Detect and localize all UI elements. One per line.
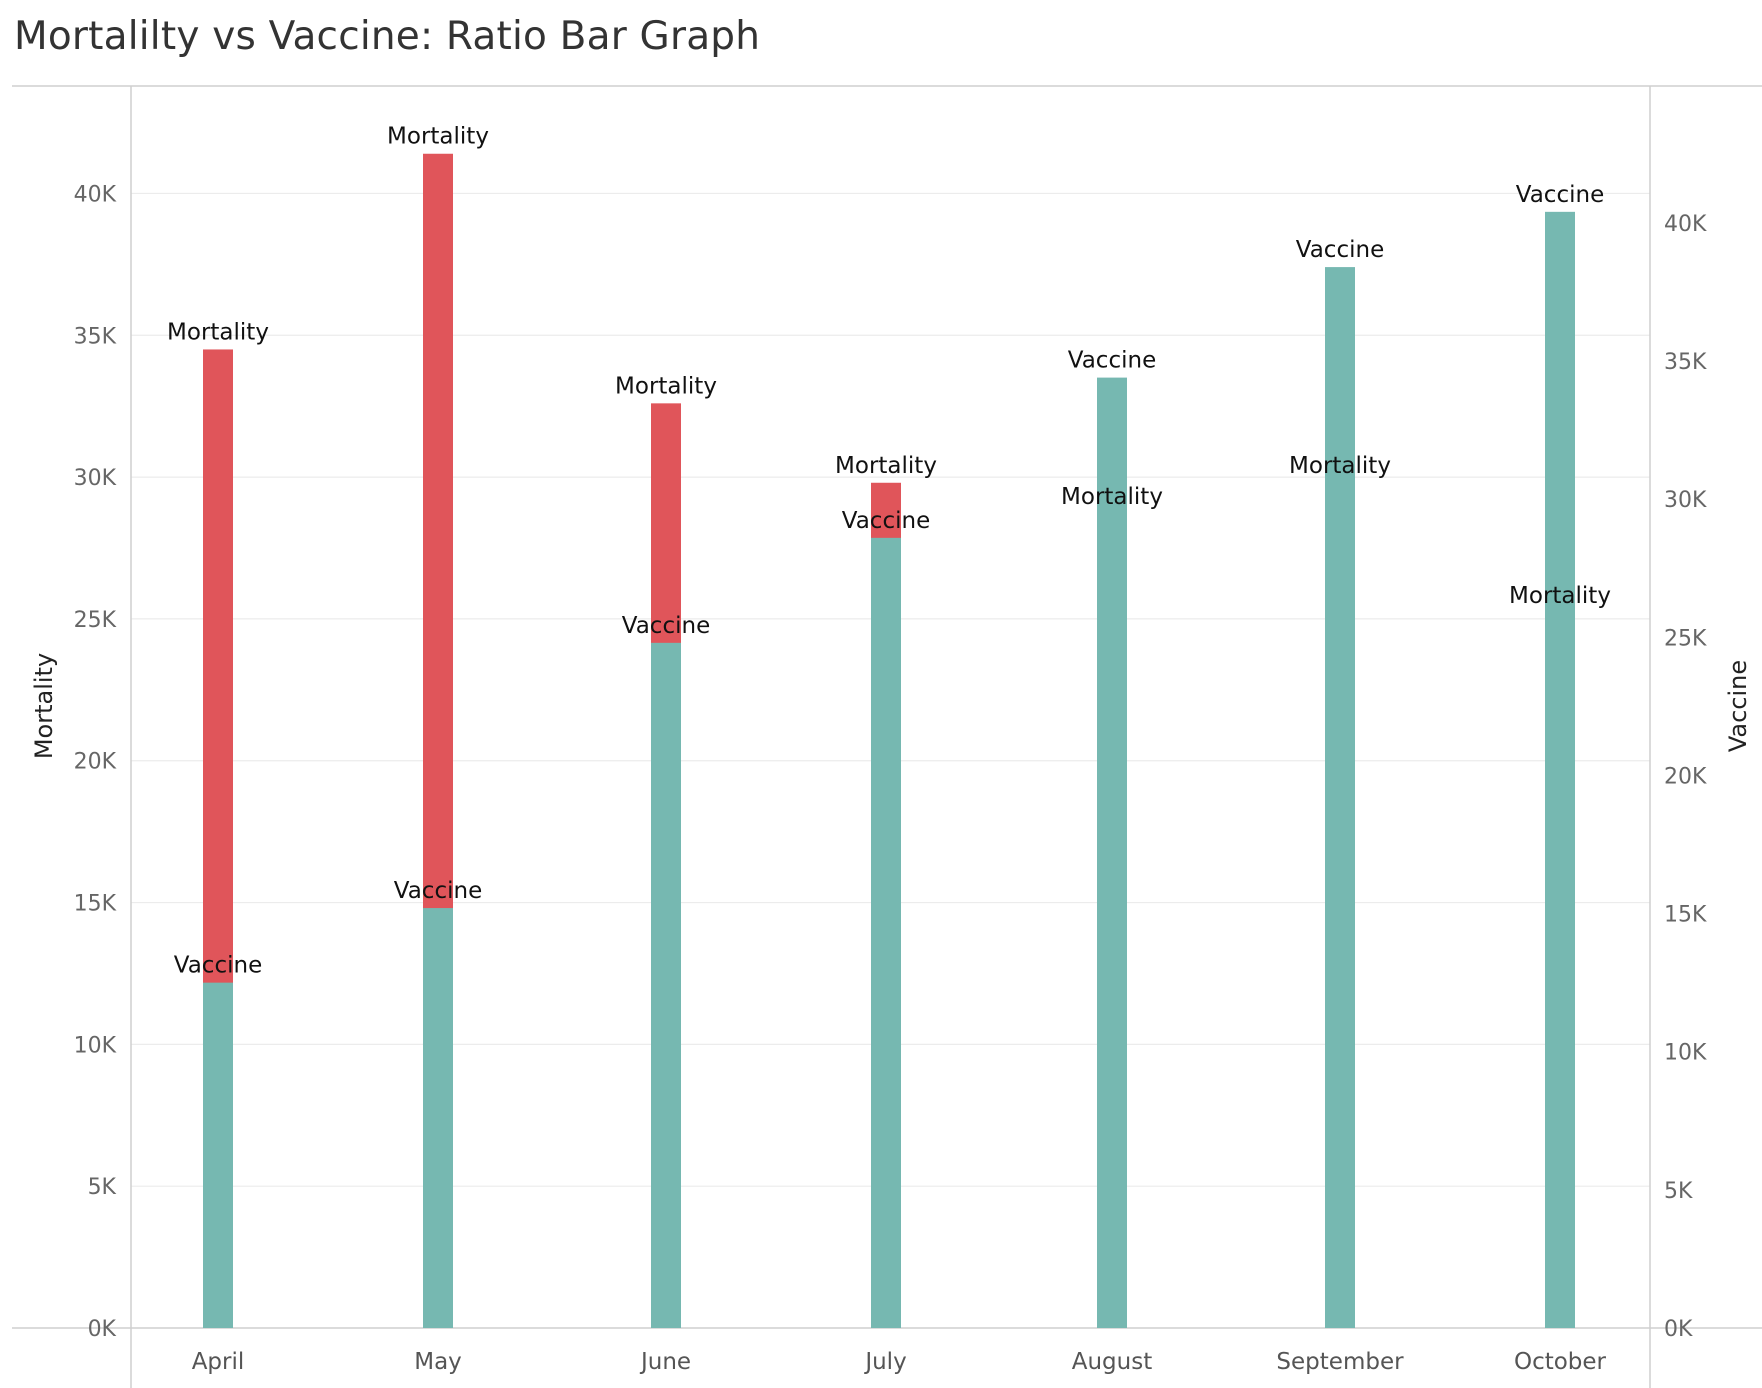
left-tick-label: 20K bbox=[74, 750, 117, 775]
vaccine-bar-label: Vaccine bbox=[394, 878, 482, 904]
mortality-bar-label: Mortality bbox=[835, 453, 937, 479]
mortality-bar-label: Mortality bbox=[1289, 453, 1391, 479]
left-tick-label: 5K bbox=[88, 1175, 117, 1200]
right-tick-label: 35K bbox=[1664, 350, 1707, 375]
right-tick-label: 15K bbox=[1664, 903, 1707, 928]
category-label: October bbox=[1514, 1349, 1607, 1375]
left-tick-label: 30K bbox=[74, 466, 117, 491]
left-axis-title: Mortality bbox=[30, 653, 58, 759]
category-label: September bbox=[1276, 1349, 1404, 1375]
vaccine-bar[interactable] bbox=[1545, 211, 1575, 1329]
left-tick-label: 0K bbox=[88, 1317, 117, 1342]
right-tick-label: 25K bbox=[1664, 626, 1707, 651]
vaccine-bar[interactable] bbox=[423, 908, 453, 1328]
category-label: April bbox=[192, 1349, 245, 1375]
vaccine-bar-label: Vaccine bbox=[1516, 182, 1604, 208]
vaccine-bar[interactable] bbox=[651, 642, 681, 1328]
vaccine-bar-label: Vaccine bbox=[1068, 348, 1156, 374]
vaccine-bar-label: Vaccine bbox=[622, 613, 710, 639]
vaccine-bar-label: Vaccine bbox=[174, 953, 262, 979]
mortality-bar-label: Mortality bbox=[387, 124, 489, 150]
mortality-bar-label: Mortality bbox=[615, 373, 717, 399]
mortality-bar-label: Mortality bbox=[167, 319, 269, 345]
right-tick-label: 10K bbox=[1664, 1041, 1707, 1066]
category-label: May bbox=[414, 1349, 462, 1375]
vaccine-bar[interactable] bbox=[1097, 377, 1127, 1329]
vaccine-bar[interactable] bbox=[203, 982, 233, 1328]
right-axis-title: Vaccine bbox=[1724, 660, 1752, 752]
vaccine-bar[interactable] bbox=[1325, 267, 1355, 1328]
mortality-bar-label: Mortality bbox=[1509, 583, 1611, 609]
left-tick-label: 40K bbox=[74, 182, 117, 207]
right-tick-label: 20K bbox=[1664, 764, 1707, 789]
category-label: July bbox=[863, 1349, 906, 1375]
vaccine-bar-label: Vaccine bbox=[1296, 237, 1384, 263]
bar-labels: Mortality Vaccine Mortality Vaccine Mortalit… bbox=[167, 124, 1611, 979]
category-label: June bbox=[639, 1349, 691, 1375]
category-label: August bbox=[1072, 1349, 1153, 1375]
vaccine-bar[interactable] bbox=[871, 537, 901, 1328]
mortality-bar-label: Mortality bbox=[1061, 484, 1163, 510]
left-tick-label: 15K bbox=[74, 892, 117, 917]
tick-labels: 0K 5K 10K 15K 20K 25K 30K 35K 40K 0K 5K 10K 15K 20K 25… bbox=[74, 182, 1707, 1375]
left-tick-label: 25K bbox=[74, 608, 117, 633]
right-tick-label: 30K bbox=[1664, 488, 1707, 513]
right-tick-label: 5K bbox=[1664, 1179, 1693, 1204]
left-tick-label: 10K bbox=[74, 1033, 117, 1058]
vaccine-bar-label: Vaccine bbox=[842, 508, 930, 534]
right-tick-label: 0K bbox=[1664, 1317, 1693, 1342]
right-tick-label: 40K bbox=[1664, 212, 1707, 237]
chart-title: Mortalilty vs Vaccine: Ratio Bar Graph bbox=[14, 14, 761, 59]
bars bbox=[203, 153, 1575, 1329]
left-tick-label: 35K bbox=[74, 324, 117, 349]
